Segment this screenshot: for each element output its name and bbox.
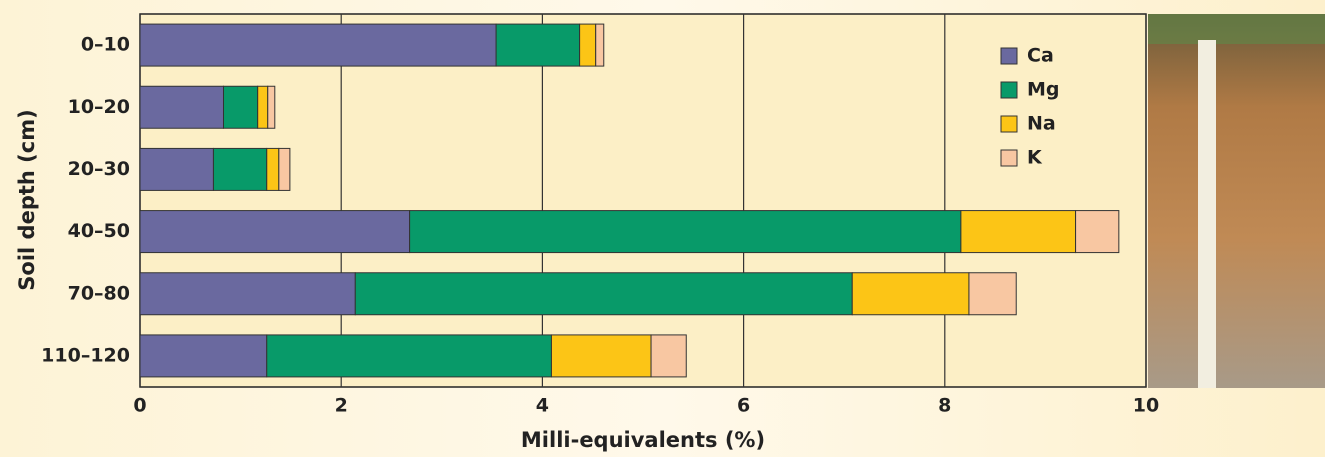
bar-segment [140,335,267,377]
bar-segment [355,273,852,315]
bar-segment [140,273,355,315]
bar-segment [852,273,969,315]
bar-segment [279,148,290,190]
legend-swatch [1001,48,1017,64]
bar-segment [1076,211,1119,253]
bar-segment [496,24,579,66]
x-axis-label: Milli-equivalents (%) [521,428,765,452]
y-tick-label: 40–50 [68,220,130,242]
bar-segment [596,24,604,66]
y-tick-label: 20–30 [68,158,130,180]
x-tick-label: 2 [335,395,348,417]
legend-swatch [1001,82,1017,98]
plot-area [140,14,1146,387]
bar-segment [580,24,596,66]
bar-segment [268,86,275,128]
legend-label: Mg [1027,79,1060,101]
bar-segment [410,211,961,253]
y-tick-label: 0–10 [81,34,130,56]
legend-swatch [1001,116,1017,132]
y-tick-label: 110–120 [41,344,130,366]
bar-segment [140,148,213,190]
bar-segment [213,148,266,190]
legend-label: Ca [1027,45,1054,67]
y-tick-label: 70–80 [68,282,130,304]
bar-segment [267,148,279,190]
chart: Soil depth (cm) Milli-equivalents (%) 0 2… [0,0,1325,457]
y-tick-label: 10–20 [68,96,130,118]
x-tick-label: 6 [737,395,750,417]
soil-photo [1148,14,1325,388]
bar-segment [223,86,257,128]
bar-segment [969,273,1016,315]
legend-label: K [1027,147,1043,169]
bar-segment [551,335,651,377]
y-axis-label: Soil depth (cm) [15,109,39,290]
legend-label: Na [1027,113,1056,135]
x-tick-label: 4 [536,395,549,417]
legend-swatch [1001,150,1017,166]
bar-segment [140,86,223,128]
bar-segment [140,211,410,253]
x-tick-label: 0 [133,395,146,417]
bar-segment [651,335,686,377]
bar-segment [267,335,552,377]
x-tick-label: 8 [938,395,951,417]
x-tick-label: 10 [1133,395,1159,417]
bar-segment [961,211,1076,253]
bar-segment [258,86,268,128]
bar-segment [140,24,496,66]
